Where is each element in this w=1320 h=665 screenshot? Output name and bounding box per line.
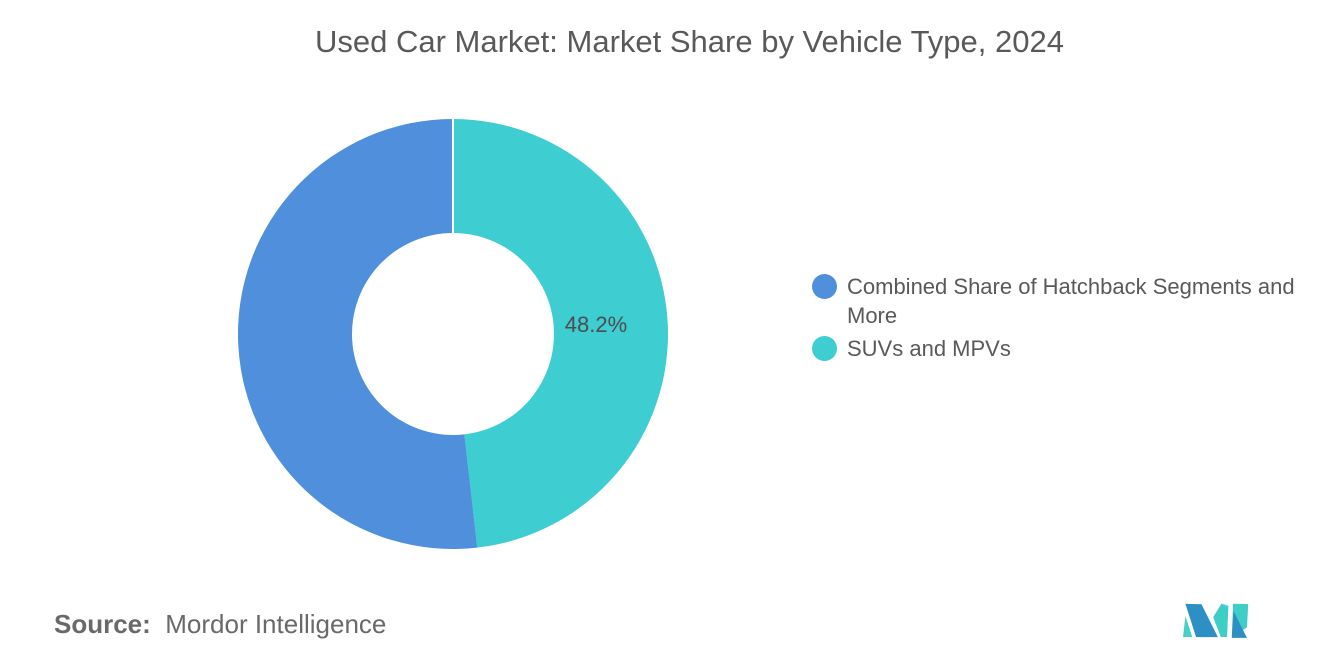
- svg-text:48.2%: 48.2%: [565, 312, 627, 337]
